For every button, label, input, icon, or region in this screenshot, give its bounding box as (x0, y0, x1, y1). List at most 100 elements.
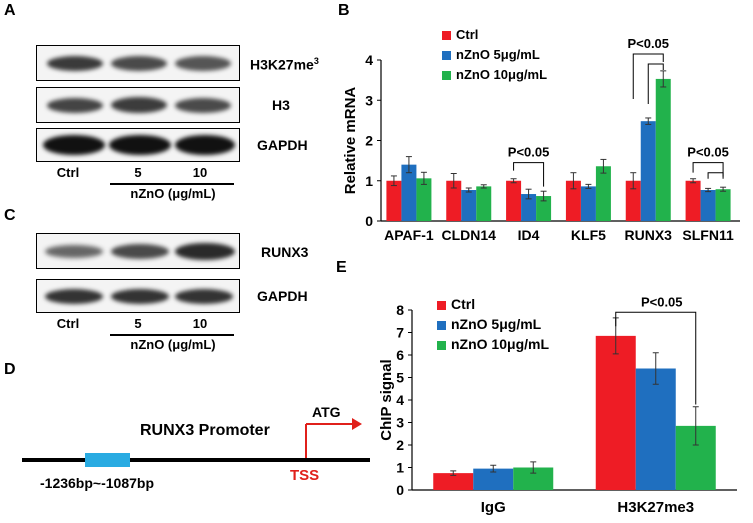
atg-label: ATG (312, 404, 341, 420)
legend-swatch (437, 321, 446, 330)
lane-label-5-c: 5 (134, 316, 142, 331)
bar (685, 180, 701, 221)
y-tick-label: 0 (365, 213, 373, 229)
significance-bracket (615, 311, 697, 405)
bar (521, 194, 537, 221)
significance-bracket (632, 53, 664, 99)
panel-d-label: D (4, 361, 16, 378)
panel-e-label: E (336, 259, 347, 276)
significance-label: P<0.05 (687, 145, 729, 160)
y-tick-label: 6 (396, 347, 404, 363)
y-tick-label: 7 (396, 325, 404, 341)
panel-c-label: C (4, 207, 16, 224)
bar (565, 180, 581, 221)
y-tick-label: 5 (396, 370, 404, 386)
band (111, 244, 169, 259)
bar (433, 473, 474, 490)
chart-e: 0 1 2 3 4 5 6 7 8 ChIP signal IgG H3K27me3 Ctrl nZnO … (378, 294, 737, 516)
lane-label-10-a: 10 (192, 165, 208, 180)
blot-gapdh-a (36, 128, 240, 162)
band (175, 98, 231, 113)
band (111, 97, 167, 113)
y-tick-label: 1 (396, 460, 404, 476)
lane-label-10-c: 10 (192, 316, 208, 331)
bar (513, 467, 554, 490)
bar (595, 166, 611, 221)
blot-runx3 (36, 233, 240, 269)
dose-underline-c (110, 334, 234, 336)
legend-swatch (442, 51, 451, 60)
legend-swatch (437, 301, 446, 310)
y-axis-label: Relative mRNA (342, 87, 359, 195)
bar (640, 121, 656, 221)
bar (416, 178, 432, 221)
dose-label-c: nZnO (μg/mL) (130, 337, 216, 352)
blot-label-gapdh-a: GAPDH (257, 137, 308, 153)
category-label: APAF-1 (384, 227, 434, 243)
legend-entry: nZnO 5μg/mL (451, 316, 542, 332)
blot-gapdh-c (36, 279, 240, 313)
legend-entry: Ctrl (451, 296, 475, 312)
promoter-label: RUNX3 Promoter (140, 422, 270, 439)
significance-label: P<0.05 (627, 36, 669, 51)
y-tick-label: 3 (365, 92, 373, 108)
band (175, 289, 233, 304)
significance-bracket (513, 162, 545, 187)
bar (386, 180, 402, 221)
legend-entry: Ctrl (456, 27, 478, 42)
y-tick-label: 2 (365, 133, 373, 149)
blot-label-gapdh-c: GAPDH (257, 288, 308, 304)
blot-label-runx3: RUNX3 (261, 244, 309, 260)
y-tick-label: 2 (396, 437, 404, 453)
band (175, 243, 235, 260)
category-label: RUNX3 (625, 227, 673, 243)
blot-h3k27me3 (36, 45, 240, 81)
legend-swatch (442, 31, 451, 40)
panel-b-label: B (338, 2, 350, 19)
band (47, 98, 103, 113)
bar (506, 180, 522, 221)
legend-entry: nZnO 5μg/mL (456, 47, 540, 62)
tss-arrowhead (352, 418, 362, 430)
bar (655, 78, 671, 221)
bar (625, 180, 641, 221)
tss-label: TSS (290, 467, 320, 484)
legend-swatch (442, 71, 451, 80)
y-tick-label: 8 (396, 302, 404, 318)
band (175, 56, 231, 71)
bar (473, 468, 514, 490)
band (45, 245, 103, 258)
bar (461, 190, 477, 221)
significance-bracket (647, 63, 664, 105)
lane-label-5-a: 5 (134, 165, 142, 180)
bar (700, 190, 716, 221)
significance-label: P<0.05 (641, 294, 683, 309)
category-label: H3K27me3 (617, 499, 694, 516)
bar (580, 186, 596, 221)
bar (476, 186, 492, 221)
chart-b: 0 1 2 3 4 Relative mRNA APAF-1 CLDN14 ID4 KLF5 RUN… (342, 27, 740, 243)
lane-label-ctrl-a: Ctrl (56, 165, 80, 180)
promoter-diagram (22, 418, 370, 467)
bar (446, 180, 462, 221)
category-label: IgG (481, 499, 506, 516)
binding-region-box (85, 453, 130, 467)
legend-swatch (437, 341, 446, 350)
y-tick-label: 3 (396, 415, 404, 431)
y-tick-label: 4 (365, 52, 373, 68)
lane-label-ctrl-c: Ctrl (56, 316, 80, 331)
blot-h3 (36, 87, 240, 123)
blot-label-h3: H3 (272, 97, 290, 113)
category-label: CLDN14 (442, 227, 497, 243)
dose-underline-a (110, 183, 234, 185)
region-label: -1236bp~-1087bp (40, 475, 154, 491)
legend-entry: nZnO 10μg/mL (456, 67, 547, 82)
bar (595, 335, 636, 490)
dose-label-a: nZnO (μg/mL) (130, 186, 216, 201)
bar (401, 164, 417, 221)
band (109, 135, 171, 155)
y-tick-label: 0 (396, 482, 404, 498)
band (111, 56, 167, 71)
significance-bracket (707, 172, 724, 179)
significance-label: P<0.05 (508, 145, 550, 160)
